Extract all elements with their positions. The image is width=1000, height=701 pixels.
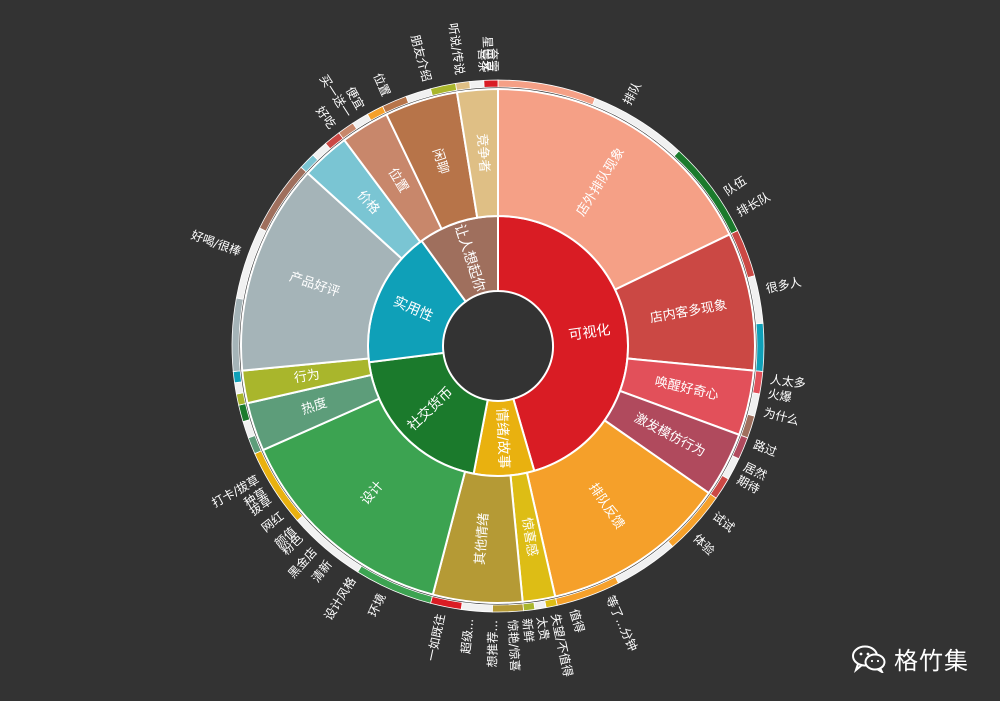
outer-label: 人太多	[769, 371, 807, 390]
outer-label: 设计风格	[321, 574, 359, 623]
outer-segment	[755, 322, 765, 372]
outer-label: 排长队	[734, 189, 773, 220]
outer-segment	[544, 598, 558, 609]
outer-label: 太贵	[534, 615, 553, 641]
outer-label: 惊艳/惊喜	[505, 619, 523, 672]
outer-label: 位置	[370, 70, 393, 98]
middle-label: 闲聊	[429, 147, 451, 176]
inner-label: 情绪/故事	[493, 408, 512, 469]
watermark-text: 格竹集	[894, 647, 969, 675]
outer-label: 火爆	[767, 387, 793, 405]
outer-label: 一如既往	[423, 612, 448, 662]
outer-label: 很多人	[765, 275, 803, 296]
outer-segment	[533, 600, 547, 610]
middle-label: 行为	[293, 367, 321, 386]
outer-label: 好喝/很棒	[189, 228, 243, 259]
outer-label: 路过	[751, 437, 779, 460]
outer-label: 好吃	[313, 104, 339, 132]
outer-segment	[460, 602, 493, 613]
inner-label: 可视化	[568, 322, 612, 344]
outer-segment	[235, 392, 246, 406]
middle-segment	[261, 397, 467, 596]
outer-segment	[522, 602, 536, 612]
outer-label: 新鲜	[520, 618, 537, 643]
outer-segment	[491, 603, 524, 613]
outer-label: 为什么	[762, 405, 800, 427]
outer-segment	[232, 370, 242, 384]
outer-label: 体验	[690, 531, 718, 558]
outer-label: 超级...	[458, 618, 477, 655]
outer-segment	[455, 81, 471, 91]
outer-label: 值得	[567, 607, 588, 634]
middle-label: 竞争者	[473, 133, 492, 173]
outer-label: 喜茶	[475, 48, 491, 73]
outer-label: 等了...分钟	[603, 593, 641, 653]
wechat-icon	[852, 645, 886, 673]
outer-label: 奈雪	[486, 48, 500, 72]
outer-label: 想推荐...	[484, 620, 500, 668]
middle-label: 惊喜感	[518, 516, 540, 557]
outer-label: 朋友介绍	[408, 33, 434, 83]
middle-label: 热度	[299, 395, 329, 418]
outer-label: 环境	[365, 591, 389, 619]
outer-segment	[234, 381, 244, 395]
outer-ring	[231, 79, 765, 613]
outer-label: 听说/传说	[446, 22, 468, 76]
outer-label: 队伍	[721, 173, 749, 199]
middle-label: 其他情绪	[473, 512, 492, 565]
middle-segment	[497, 87, 731, 291]
outer-segment	[483, 79, 499, 88]
outer-label: 排队	[620, 79, 645, 107]
middle-segment	[455, 87, 499, 219]
outer-segment	[469, 79, 485, 89]
outer-label: 试试	[710, 508, 738, 535]
middle-ring	[240, 87, 756, 604]
watermark: 格竹集	[852, 641, 969, 676]
outer-label: 星巴克	[480, 36, 495, 72]
